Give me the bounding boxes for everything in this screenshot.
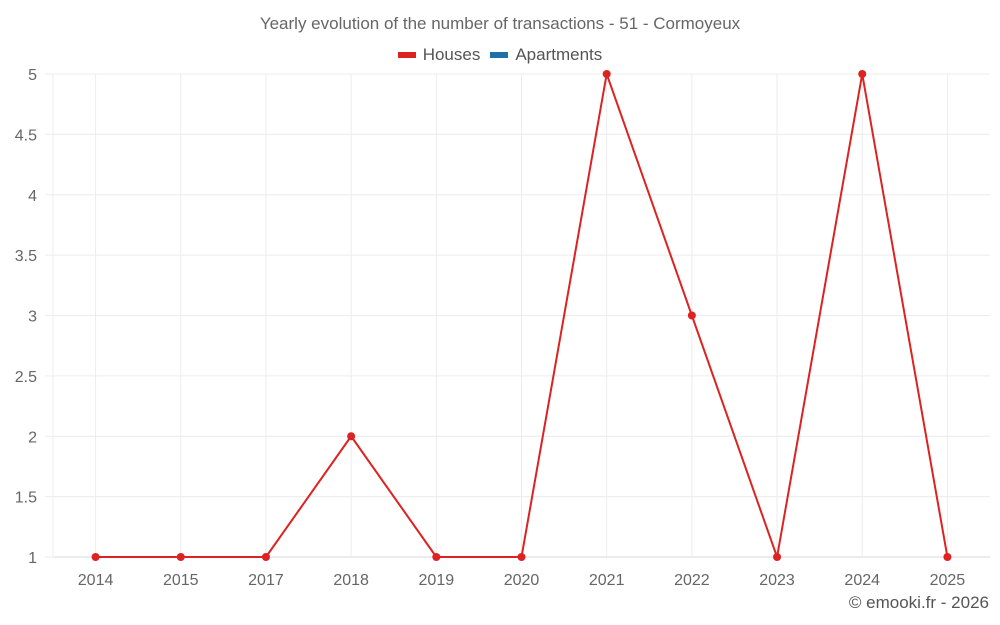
data-point[interactable] xyxy=(347,432,356,441)
y-tick-label: 2.5 xyxy=(15,369,37,386)
data-point[interactable] xyxy=(432,553,441,561)
data-point[interactable] xyxy=(687,311,696,320)
houses-swatch-icon xyxy=(397,52,416,58)
y-tick-label: 3 xyxy=(28,309,37,326)
data-point[interactable] xyxy=(517,553,526,561)
y-tick-label: 3.5 xyxy=(15,248,37,265)
y-tick-label: 4 xyxy=(28,188,37,205)
y-tick-label: 1.5 xyxy=(15,490,37,507)
data-point[interactable] xyxy=(176,553,185,561)
y-tick-label: 1 xyxy=(28,550,37,567)
y-tick-label: 4.5 xyxy=(15,127,37,144)
x-tick-label: 2021 xyxy=(589,572,625,589)
chart-legend: Houses Apartments xyxy=(0,45,1000,65)
x-tick-label: 2017 xyxy=(248,572,284,589)
data-point[interactable] xyxy=(91,553,100,561)
x-tick-label: 2024 xyxy=(844,572,880,589)
x-tick-label: 2020 xyxy=(504,572,540,589)
data-point[interactable] xyxy=(773,553,782,561)
x-tick-label: 2022 xyxy=(674,572,710,589)
legend-label-apartments: Apartments xyxy=(515,45,603,64)
y-tick-label: 2 xyxy=(28,429,37,446)
data-point[interactable] xyxy=(602,70,611,78)
data-point[interactable] xyxy=(261,553,270,561)
x-tick-label: 2014 xyxy=(78,572,114,589)
apartments-swatch-icon xyxy=(490,52,509,58)
x-tick-label: 2018 xyxy=(333,572,369,589)
data-point[interactable] xyxy=(943,553,952,561)
y-tick-label: 5 xyxy=(28,67,37,84)
copyright-credit: © emooki.fr - 2026 xyxy=(848,593,989,612)
data-point[interactable] xyxy=(858,70,867,78)
x-tick-label: 2015 xyxy=(163,572,199,589)
legend-item-apartments[interactable]: Apartments xyxy=(490,45,602,65)
legend-label-houses: Houses xyxy=(422,45,481,64)
chart-title: Yearly evolution of the number of transa… xyxy=(259,14,741,33)
legend-item-houses[interactable]: Houses xyxy=(397,45,481,65)
x-tick-label: 2023 xyxy=(759,572,795,589)
x-tick-label: 2025 xyxy=(930,572,966,589)
x-tick-label: 2019 xyxy=(419,572,455,589)
